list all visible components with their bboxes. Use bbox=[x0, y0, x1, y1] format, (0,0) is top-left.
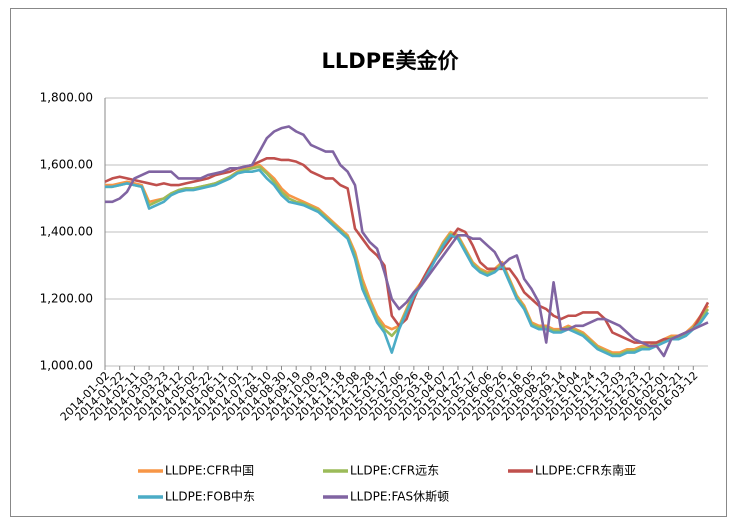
legend-label: LLDPE:FOB中东 bbox=[165, 489, 255, 504]
y-tick-label: 1,400.00 bbox=[40, 225, 93, 239]
series-line bbox=[105, 125, 709, 358]
legend-label: LLDPE:CFR远东 bbox=[350, 464, 439, 478]
series-line bbox=[105, 168, 710, 358]
chart-border bbox=[10, 8, 727, 517]
y-tick-label: 1,800.00 bbox=[40, 91, 93, 105]
y-tick-label: 1,000.00 bbox=[40, 359, 93, 373]
y-tick-label: 1,200.00 bbox=[40, 292, 93, 306]
legend-label: LLDPE:CFR东南亚 bbox=[535, 463, 636, 478]
legend-label: LLDPE:FAS休斯顿 bbox=[350, 490, 449, 504]
series-line bbox=[104, 157, 710, 344]
y-tick-label: 1,600.00 bbox=[40, 158, 93, 172]
chart-title: LLDPE美金价 bbox=[322, 49, 460, 73]
legend-label: LLDPE:CFR中国 bbox=[165, 463, 254, 478]
